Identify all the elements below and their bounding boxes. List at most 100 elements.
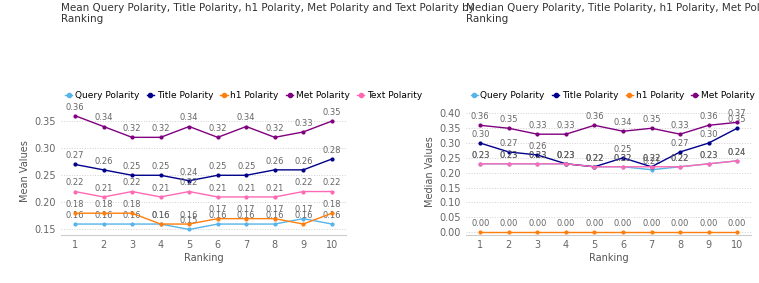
X-axis label: Ranking: Ranking — [184, 252, 223, 263]
Legend: Query Polarity, Title Polarity, h1 Polarity, Met Polarity, Text Polarity: Query Polarity, Title Polarity, h1 Polar… — [471, 91, 759, 100]
Text: 0.36: 0.36 — [471, 112, 490, 121]
Text: 0.22: 0.22 — [585, 154, 603, 163]
Text: 0.18: 0.18 — [66, 200, 84, 209]
Text: 0.00: 0.00 — [699, 219, 718, 228]
Text: 0.22: 0.22 — [614, 154, 632, 163]
Text: 0.23: 0.23 — [699, 151, 718, 160]
Text: 0.21: 0.21 — [209, 184, 227, 193]
Text: 0.24: 0.24 — [728, 148, 746, 157]
Text: 0.15: 0.15 — [180, 216, 198, 225]
Y-axis label: Mean Values: Mean Values — [20, 140, 30, 202]
Text: 0.17: 0.17 — [294, 205, 313, 215]
Text: 0.18: 0.18 — [94, 200, 113, 209]
Text: 0.21: 0.21 — [237, 184, 256, 193]
Text: 0.25: 0.25 — [123, 162, 141, 171]
Text: 0.00: 0.00 — [499, 219, 518, 228]
Text: 0.22: 0.22 — [642, 154, 660, 163]
Text: 0.37: 0.37 — [728, 109, 746, 118]
Text: 0.16: 0.16 — [237, 211, 256, 220]
Text: 0.26: 0.26 — [294, 157, 313, 166]
Y-axis label: Median Values: Median Values — [425, 136, 436, 207]
Text: 0.35: 0.35 — [728, 115, 746, 124]
Text: 0.00: 0.00 — [585, 219, 603, 228]
Text: 0.24: 0.24 — [180, 168, 198, 177]
Text: 0.34: 0.34 — [180, 113, 198, 122]
Text: 0.32: 0.32 — [266, 124, 284, 133]
Text: 0.23: 0.23 — [499, 151, 518, 160]
Text: 0.36: 0.36 — [699, 112, 718, 121]
Text: 0.18: 0.18 — [123, 200, 141, 209]
Text: 0.22: 0.22 — [614, 154, 632, 163]
Text: 0.16: 0.16 — [266, 211, 284, 220]
Text: 0.23: 0.23 — [471, 151, 490, 160]
Text: 0.30: 0.30 — [699, 130, 718, 139]
Text: 0.33: 0.33 — [671, 121, 689, 130]
Text: 0.34: 0.34 — [614, 118, 632, 127]
Text: 0.00: 0.00 — [471, 219, 490, 228]
Text: 0.16: 0.16 — [294, 211, 313, 220]
Text: 0.00: 0.00 — [556, 219, 575, 228]
Text: 0.17: 0.17 — [237, 205, 256, 215]
Text: 0.00: 0.00 — [728, 219, 746, 228]
Text: 0.26: 0.26 — [528, 142, 546, 151]
Text: 0.32: 0.32 — [123, 124, 141, 133]
Text: 0.22: 0.22 — [585, 154, 603, 163]
Text: 0.16: 0.16 — [94, 211, 113, 220]
Text: 0.16: 0.16 — [151, 211, 170, 220]
Text: 0.35: 0.35 — [642, 115, 661, 124]
Text: 0.23: 0.23 — [471, 151, 490, 160]
Text: 0.25: 0.25 — [237, 162, 256, 171]
Text: 0.24: 0.24 — [728, 148, 746, 157]
Text: 0.22: 0.22 — [585, 154, 603, 163]
Text: 0.25: 0.25 — [152, 162, 170, 171]
Text: 0.25: 0.25 — [209, 162, 227, 171]
Text: 0.22: 0.22 — [671, 154, 689, 163]
Text: 0.34: 0.34 — [237, 113, 256, 122]
Text: 0.23: 0.23 — [699, 151, 718, 160]
Text: 0.23: 0.23 — [556, 151, 575, 160]
Text: 0.30: 0.30 — [471, 130, 490, 139]
Text: 0.27: 0.27 — [671, 139, 689, 148]
Text: 0.21: 0.21 — [94, 184, 113, 193]
Text: 0.22: 0.22 — [123, 178, 141, 187]
Text: 0.22: 0.22 — [180, 178, 198, 187]
Legend: Query Polarity, Title Polarity, h1 Polarity, Met Polarity, Text Polarity: Query Polarity, Title Polarity, h1 Polar… — [65, 91, 422, 100]
Text: 0.23: 0.23 — [556, 151, 575, 160]
Text: 0.33: 0.33 — [556, 121, 575, 130]
Text: 0.23: 0.23 — [528, 151, 546, 160]
Text: 0.17: 0.17 — [209, 205, 227, 215]
Text: 0.00: 0.00 — [614, 219, 632, 228]
Text: 0.22: 0.22 — [323, 178, 341, 187]
X-axis label: Ranking: Ranking — [589, 252, 628, 263]
Text: 0.35: 0.35 — [499, 115, 518, 124]
Text: 0.16: 0.16 — [180, 211, 198, 220]
Text: 0.23: 0.23 — [528, 151, 546, 160]
Text: 0.36: 0.36 — [585, 112, 603, 121]
Text: 0.22: 0.22 — [671, 154, 689, 163]
Text: 0.23: 0.23 — [499, 151, 518, 160]
Text: 0.25: 0.25 — [614, 145, 632, 154]
Text: 0.28: 0.28 — [323, 146, 341, 155]
Text: 0.34: 0.34 — [94, 113, 113, 122]
Text: 0.35: 0.35 — [323, 108, 341, 117]
Text: 0.21: 0.21 — [152, 184, 170, 193]
Text: 0.16: 0.16 — [209, 211, 227, 220]
Text: 0.16: 0.16 — [66, 211, 84, 220]
Text: 0.00: 0.00 — [671, 219, 689, 228]
Text: 0.32: 0.32 — [209, 124, 227, 133]
Text: Mean Query Polarity, Title Polarity, h1 Polarity, Met Polarity and Text Polarity: Mean Query Polarity, Title Polarity, h1 … — [61, 3, 474, 24]
Text: 0.21: 0.21 — [642, 156, 660, 166]
Text: 0.22: 0.22 — [642, 154, 660, 163]
Text: 0.33: 0.33 — [528, 121, 546, 130]
Text: 0.21: 0.21 — [266, 184, 284, 193]
Text: 0.17: 0.17 — [266, 205, 284, 215]
Text: Median Query Polarity, Title Polarity, h1 Polarity, Met Polarity and Text Polari: Median Query Polarity, Title Polarity, h… — [466, 3, 759, 24]
Text: 0.23: 0.23 — [556, 151, 575, 160]
Text: 0.27: 0.27 — [66, 151, 84, 160]
Text: 0.22: 0.22 — [294, 178, 313, 187]
Text: 0.26: 0.26 — [94, 157, 113, 166]
Text: 0.18: 0.18 — [323, 200, 341, 209]
Text: 0.26: 0.26 — [266, 157, 284, 166]
Text: 0.27: 0.27 — [499, 139, 518, 148]
Text: 0.00: 0.00 — [528, 219, 546, 228]
